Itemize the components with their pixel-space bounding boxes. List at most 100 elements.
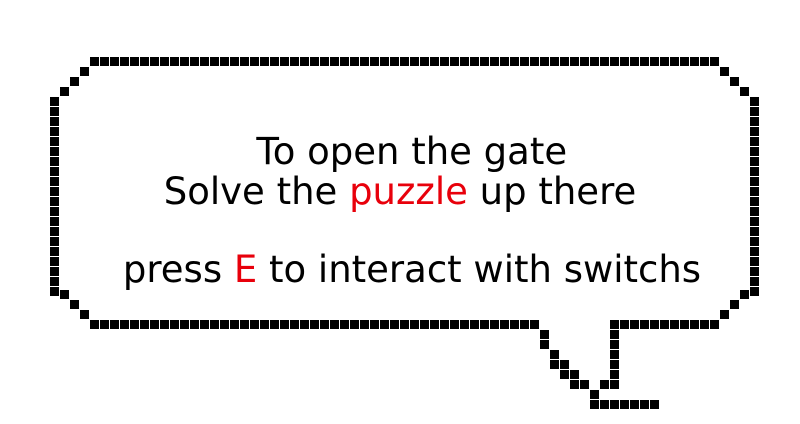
border-pixel [50,107,59,116]
border-pixel [480,57,489,66]
border-pixel [510,57,519,66]
border-pixel [540,340,549,349]
border-pixel [50,147,59,156]
dialog-line-1: To open the gate [0,86,800,174]
border-pixel [170,320,179,329]
border-pixel [140,57,149,66]
border-pixel [690,320,699,329]
border-pixel [640,57,649,66]
border-pixel [660,57,669,66]
border-pixel [740,290,749,299]
border-pixel [50,97,59,106]
border-pixel [50,207,59,216]
border-pixel [750,267,759,276]
border-pixel [680,57,689,66]
border-pixel [520,320,529,329]
border-pixel [500,320,509,329]
border-pixel [480,320,489,329]
border-pixel [330,57,339,66]
border-pixel [460,320,469,329]
dialog-line-3-after: to interact with switchs [257,248,702,291]
border-pixel [680,320,689,329]
border-pixel [540,57,549,66]
border-pixel [690,57,699,66]
border-pixel [290,320,299,329]
border-pixel [300,57,309,66]
border-pixel [610,370,619,379]
border-pixel [650,400,659,409]
dialog-line-1-text: To open the gate [256,130,568,173]
border-pixel [610,380,619,389]
border-pixel [560,370,569,379]
border-pixel [610,340,619,349]
border-pixel [50,277,59,286]
border-pixel [650,57,659,66]
border-pixel [460,57,469,66]
border-pixel [360,57,369,66]
border-pixel [390,57,399,66]
border-pixel [620,400,629,409]
border-pixel [120,57,129,66]
border-pixel [420,320,429,329]
border-pixel [150,57,159,66]
border-pixel [120,320,129,329]
border-pixel [310,320,319,329]
border-pixel [650,320,659,329]
border-pixel [250,57,259,66]
border-pixel [700,57,709,66]
border-pixel [320,320,329,329]
border-pixel [240,57,249,66]
border-pixel [180,57,189,66]
border-pixel [670,320,679,329]
border-pixel [410,320,419,329]
border-pixel [160,320,169,329]
border-pixel [220,320,229,329]
border-pixel [510,320,519,329]
border-pixel [50,127,59,136]
border-pixel [750,207,759,216]
border-pixel [340,320,349,329]
border-pixel [490,320,499,329]
border-pixel [590,400,599,409]
border-pixel [590,390,599,399]
border-pixel [50,247,59,256]
border-pixel [700,320,709,329]
border-pixel [720,310,729,319]
border-pixel [160,57,169,66]
border-pixel [570,380,579,389]
border-pixel [240,320,249,329]
border-pixel [550,350,559,359]
highlight-word-puzzle: puzzle [349,170,468,213]
border-pixel [50,267,59,276]
border-pixel [290,57,299,66]
border-pixel [50,137,59,146]
border-pixel [750,187,759,196]
border-pixel [230,320,239,329]
border-pixel [750,197,759,206]
border-pixel [350,57,359,66]
border-pixel [380,320,389,329]
border-pixel [750,137,759,146]
border-pixel [430,57,439,66]
border-pixel [470,57,479,66]
border-pixel [50,227,59,236]
border-pixel [130,57,139,66]
dialog-line-3-before: press [122,248,234,291]
border-pixel [110,320,119,329]
border-pixel [270,320,279,329]
border-pixel [360,320,369,329]
border-pixel [340,57,349,66]
border-pixel [50,167,59,176]
border-pixel [310,57,319,66]
border-pixel [750,107,759,116]
border-pixel [50,237,59,246]
border-pixel [590,57,599,66]
border-pixel [200,57,209,66]
border-pixel [550,360,559,369]
border-pixel [400,320,409,329]
border-pixel [520,57,529,66]
border-pixel [260,320,269,329]
border-pixel [190,320,199,329]
border-pixel [150,320,159,329]
